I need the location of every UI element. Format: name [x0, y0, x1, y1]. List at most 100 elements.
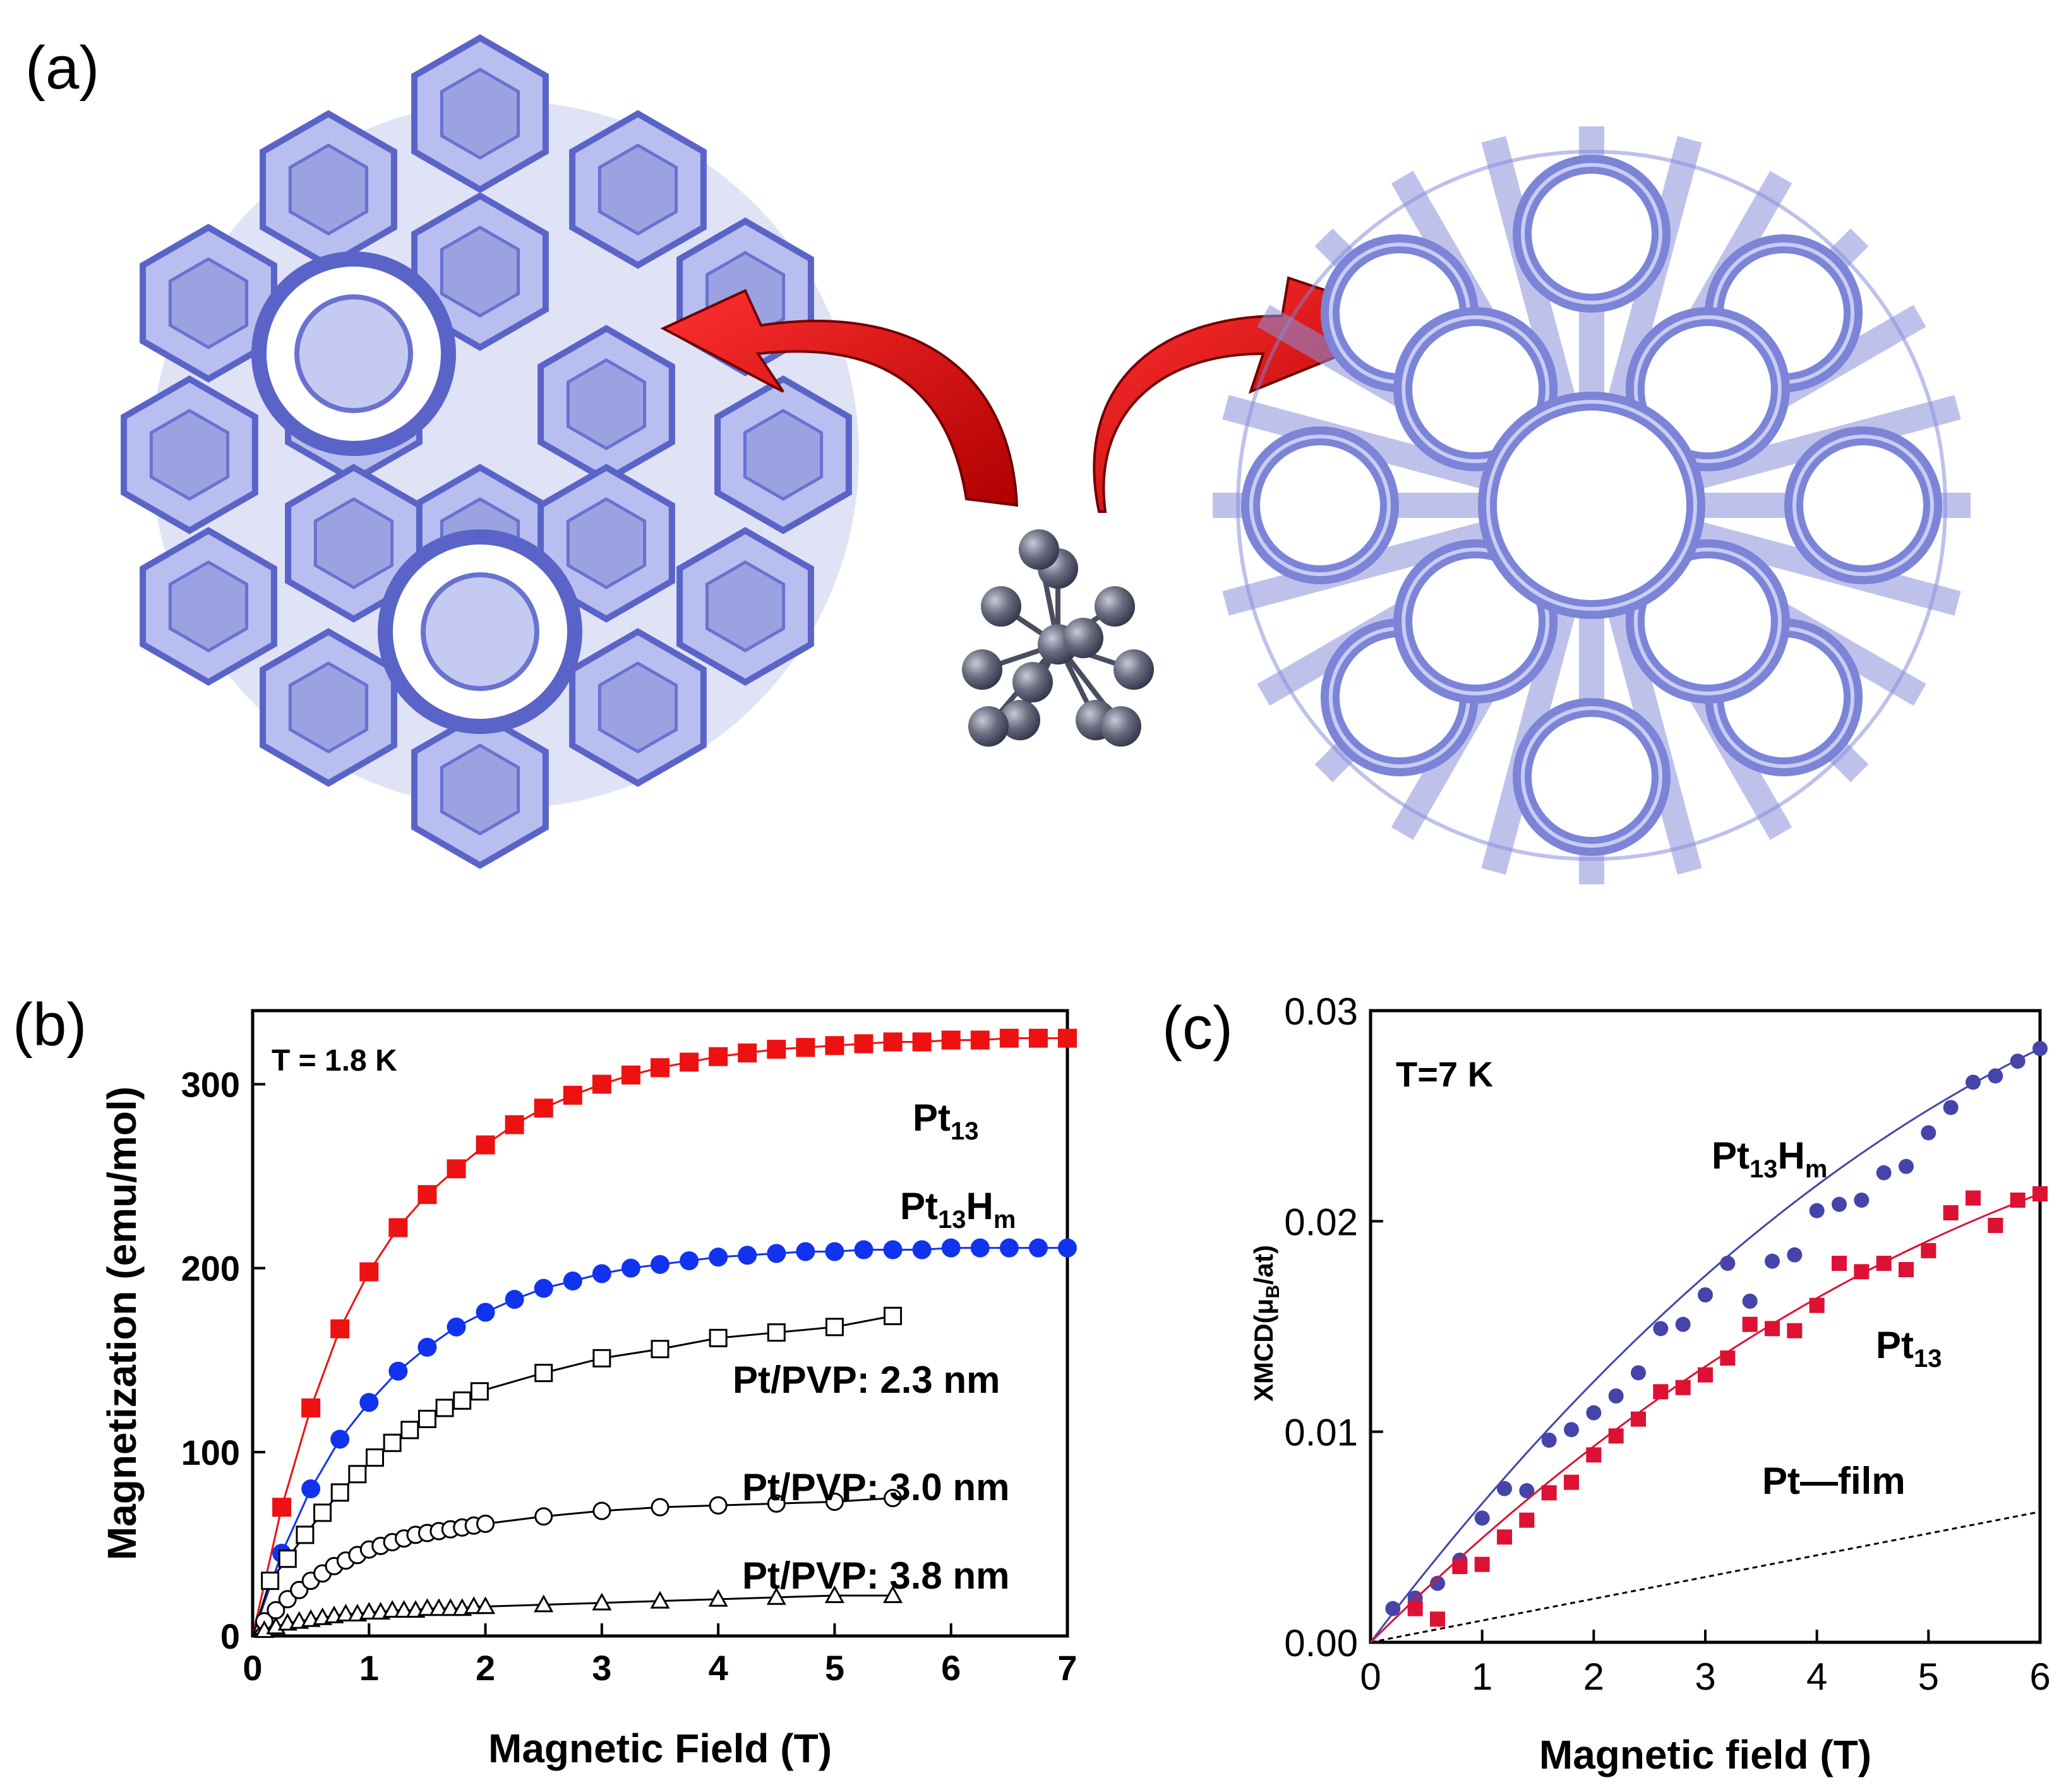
cage-face [440, 226, 520, 318]
framework-pore [1532, 174, 1652, 294]
data-point [709, 1328, 728, 1347]
series-label: Pt13Hm [900, 1185, 1016, 1234]
data-point [447, 1159, 466, 1179]
data-point [359, 1262, 379, 1282]
data-point [912, 1240, 932, 1260]
data-point [621, 1065, 640, 1085]
data-point [388, 1361, 408, 1381]
data-point [767, 1323, 786, 1342]
data-point [1943, 1205, 1959, 1220]
data-point [592, 1349, 611, 1368]
cage-face [168, 257, 249, 349]
data-point [651, 1254, 669, 1274]
data-point [1586, 1405, 1602, 1421]
x-tick-label: 5 [825, 1648, 844, 1688]
data-point [1787, 1247, 1803, 1263]
data-point [592, 1264, 611, 1284]
data-point [359, 1602, 379, 1620]
data-point [1608, 1388, 1624, 1404]
data-point [505, 1115, 524, 1134]
series-label: Pt13 [1876, 1324, 1942, 1373]
data-point [1541, 1433, 1557, 1448]
chart-b-temperature: T = 1.8 K [272, 1044, 397, 1078]
data-point [680, 1052, 699, 1072]
data-point [680, 1251, 699, 1270]
data-point [650, 1591, 670, 1609]
cage-face [440, 743, 520, 836]
data-point [1564, 1422, 1579, 1438]
data-point [534, 1594, 554, 1613]
framework-pore [1412, 326, 1539, 453]
data-point [1742, 1316, 1758, 1332]
y-tick-label: 0.02 [1284, 1201, 1358, 1243]
data-point [767, 1494, 786, 1513]
data-point [534, 1278, 553, 1298]
data-point [941, 1030, 961, 1050]
pt-atom [1000, 700, 1040, 740]
data-point [1966, 1074, 1981, 1090]
data-point [912, 1032, 932, 1052]
data-point [453, 1391, 472, 1410]
framework-pore [1644, 558, 1771, 685]
cage-face [168, 560, 249, 652]
data-point [470, 1382, 489, 1401]
data-point [621, 1258, 640, 1278]
data-point [534, 1098, 553, 1118]
data-point [1474, 1510, 1490, 1526]
chart-b: (b) T = 1.8 K Magnetic Field (T) Magneti… [13, 991, 1078, 1771]
data-point [709, 1496, 728, 1515]
framework-pore [1532, 717, 1652, 837]
panel-a-label: (a) [25, 34, 99, 102]
cage-face [288, 143, 369, 236]
data-point [261, 1572, 280, 1591]
data-point [330, 1429, 350, 1449]
pt-film-line [1370, 1510, 2041, 1644]
data-point [1899, 1262, 1914, 1277]
data-point [348, 1465, 367, 1484]
data-point [1809, 1203, 1825, 1218]
x-tick-label: 0 [243, 1648, 262, 1688]
data-point [313, 1503, 332, 1522]
data-point [1921, 1125, 1936, 1141]
data-point [883, 1585, 903, 1603]
data-point [1921, 1243, 1936, 1258]
x-tick-label: 3 [1695, 1656, 1715, 1698]
data-point [1765, 1253, 1780, 1269]
pt-atom [1095, 586, 1135, 627]
x-tick-label: 3 [592, 1648, 611, 1688]
data-point [296, 1525, 315, 1544]
series-label: Pt/PVP: 3.0 nm [742, 1466, 1009, 1508]
data-point [709, 1047, 728, 1066]
data-point [1407, 1601, 1423, 1616]
data-point [970, 1238, 990, 1258]
data-point [1564, 1474, 1579, 1490]
panel-b-label: (b) [13, 991, 87, 1059]
data-point [272, 1498, 292, 1517]
data-point [854, 1034, 873, 1054]
data-point [417, 1598, 437, 1616]
data-point [366, 1448, 384, 1467]
x-tick-label: 0 [1360, 1656, 1381, 1698]
data-point [1854, 1193, 1870, 1208]
data-point [429, 1598, 449, 1616]
x-tick-label: 1 [359, 1648, 379, 1688]
data-point [301, 1479, 321, 1499]
data-point [382, 1600, 402, 1618]
data-point [1966, 1190, 1981, 1206]
data-point [1988, 1218, 2003, 1233]
data-point [1385, 1601, 1401, 1616]
y-tick-label: 0.03 [1284, 990, 1358, 1033]
pt-atom [1114, 649, 1154, 690]
data-point [1497, 1481, 1512, 1496]
y-tick-label: 0.01 [1284, 1412, 1358, 1454]
chart-c-temperature: T=7 K [1396, 1054, 1493, 1094]
chart-b-frame [251, 1009, 1069, 1638]
data-point [388, 1218, 408, 1237]
chart-c-ylabel: XMCD(μB/at) [1249, 1245, 1283, 1402]
series-label: Pt/PVP: 2.3 nm [733, 1359, 1000, 1401]
x-tick-label: 2 [476, 1648, 495, 1688]
data-point [796, 1038, 815, 1057]
cage-face [313, 497, 394, 589]
x-tick-label: 4 [1806, 1656, 1827, 1698]
pt-film-label: Pt—film [1762, 1460, 1906, 1502]
